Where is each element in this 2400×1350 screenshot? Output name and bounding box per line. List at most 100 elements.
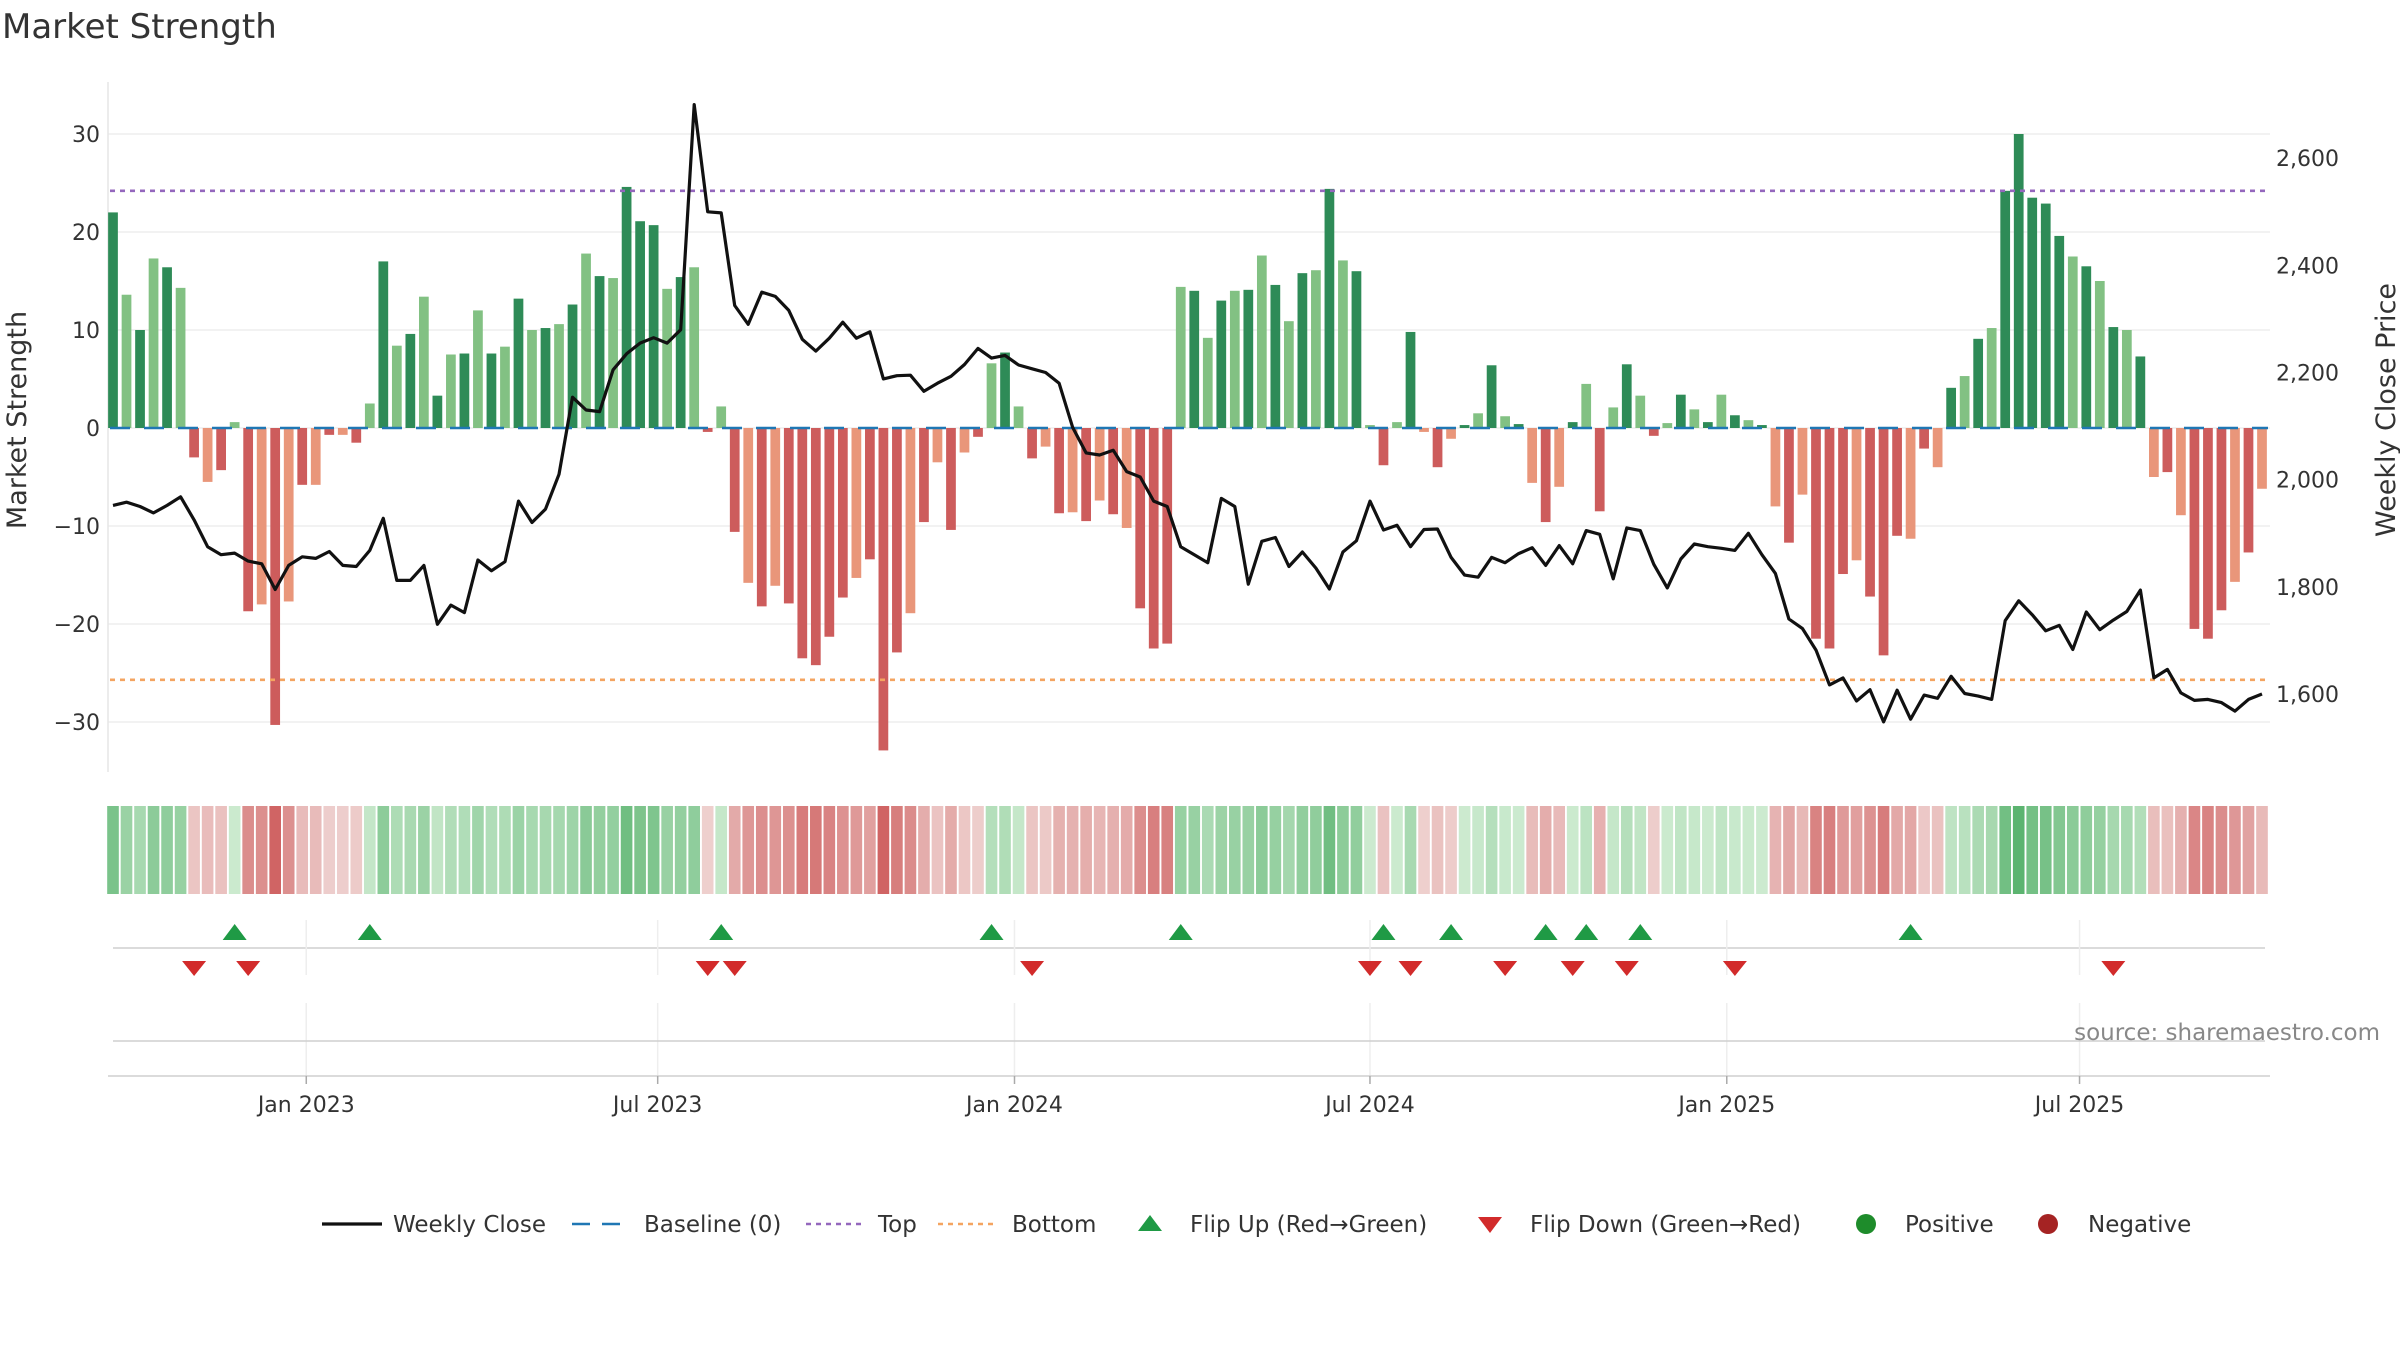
strength-bar <box>1297 273 1308 428</box>
strength-bar <box>2257 428 2267 489</box>
heat-cell <box>1823 806 1836 894</box>
heat-cell <box>1350 806 1363 894</box>
heat-cell <box>1310 806 1322 894</box>
strength-bar <box>554 324 564 428</box>
heat-cell <box>850 806 863 894</box>
heat-cell <box>2188 806 2201 894</box>
strength-bar <box>1094 428 1105 501</box>
flip-up-marker <box>1574 924 1599 940</box>
strength-bar <box>148 258 159 428</box>
heat-cell <box>377 806 390 894</box>
heat-cell <box>877 806 890 894</box>
heat-cell <box>418 806 430 894</box>
strength-bar <box>1486 365 1497 428</box>
strength-bar <box>1473 413 1483 428</box>
heat-cell <box>1053 806 1065 894</box>
heat-cell <box>1931 806 1944 894</box>
strength-bar <box>608 278 618 428</box>
heat-cell <box>580 806 592 894</box>
heat-cell <box>2229 806 2241 894</box>
heat-cell <box>1485 806 1498 894</box>
strength-bar <box>1405 331 1416 428</box>
flip-up-marker <box>1898 924 1923 940</box>
heat-cell <box>2093 806 2106 894</box>
strength-bar <box>865 428 875 560</box>
strength-bar <box>2121 330 2132 428</box>
strength-bar <box>1973 338 1984 428</box>
strength-bar <box>1743 420 1754 428</box>
strength-bar <box>473 310 483 428</box>
strength-bar <box>810 428 821 666</box>
heat-cell <box>1026 806 1038 894</box>
strength-bar <box>581 253 591 428</box>
flip-down-marker <box>722 961 747 976</box>
heat-cell <box>1945 806 1957 894</box>
left-axis-ticks: 30 20 10 0 −10 −20 −30 <box>54 123 100 736</box>
flip-down-marker <box>1020 961 1045 976</box>
strength-bar <box>1797 428 1808 495</box>
strength-bar <box>2216 428 2227 611</box>
legend-item: Top <box>806 1212 917 1238</box>
left-axis-title: Market Strength <box>2 311 33 529</box>
strength-bar <box>1770 428 1781 507</box>
right-axis-title: Weekly Close Price <box>2371 283 2400 537</box>
triangle-down-icon <box>1478 1217 1502 1233</box>
source-note: source: sharemaestro.com <box>2074 1020 2380 1046</box>
strength-bar <box>2176 428 2186 516</box>
strength-bar <box>216 428 226 471</box>
heat-cell <box>918 806 930 894</box>
strength-bar <box>1446 428 1456 439</box>
strength-bar <box>1324 188 1335 428</box>
heat-cell <box>1553 806 1565 894</box>
heat-cell <box>1715 806 1728 894</box>
heat-cell <box>1080 806 1092 894</box>
heat-cell <box>120 806 133 894</box>
x-axis-ticks: Jan 2023 Jul 2023 Jan 2024 Jul 2024 Jan 2025… <box>256 1076 2124 1118</box>
strength-bar <box>1365 425 1375 428</box>
heat-cell <box>1458 806 1471 894</box>
heat-cell <box>188 806 200 894</box>
heat-cell <box>701 806 714 894</box>
strength-bar <box>594 276 605 428</box>
strength-bar <box>1892 428 1902 536</box>
strength-bar <box>2162 428 2173 473</box>
heat-cell <box>945 806 957 894</box>
legend-label: Flip Up (Red→Green) <box>1190 1212 1427 1238</box>
strength-bar <box>1946 387 1957 428</box>
strength-bar <box>946 428 956 530</box>
strength-bar <box>1838 428 1848 575</box>
heat-cell <box>1512 806 1525 894</box>
heat-cell <box>1620 806 1633 894</box>
heat-cell <box>431 806 444 894</box>
strength-bar <box>621 186 632 428</box>
strength-bar <box>932 428 943 463</box>
heat-cell <box>2039 806 2052 894</box>
heat-cell <box>1877 806 1890 894</box>
left-tick-label: 30 <box>72 123 100 148</box>
heat-cell <box>526 806 538 894</box>
heat-cell <box>350 806 363 894</box>
legend: Weekly Close Baseline (0) Top Bottom Flip Up… <box>322 1212 2191 1238</box>
heat-cell <box>647 806 660 894</box>
heat-cell <box>1120 806 1133 894</box>
heat-cell <box>1418 806 1430 894</box>
strength-bar <box>364 403 375 428</box>
strength-bar <box>1378 428 1389 466</box>
heat-cell <box>566 806 579 894</box>
strength-bar <box>1054 428 1064 514</box>
strength-bar <box>1689 409 1700 428</box>
heat-cell <box>999 806 1011 894</box>
strength-bar <box>743 428 754 583</box>
heat-cell <box>1431 806 1444 894</box>
flip-down-marker <box>2101 961 2126 976</box>
heat-cell <box>1066 806 1079 894</box>
heat-cell <box>1904 806 1917 894</box>
heat-cell <box>512 806 525 894</box>
heat-cell <box>282 806 295 894</box>
flip-down-marker <box>1398 961 1423 976</box>
strength-bar <box>783 428 794 604</box>
heat-cell <box>1837 806 1849 894</box>
heat-cell <box>931 806 944 894</box>
legend-label: Flip Down (Green→Red) <box>1530 1212 1801 1238</box>
